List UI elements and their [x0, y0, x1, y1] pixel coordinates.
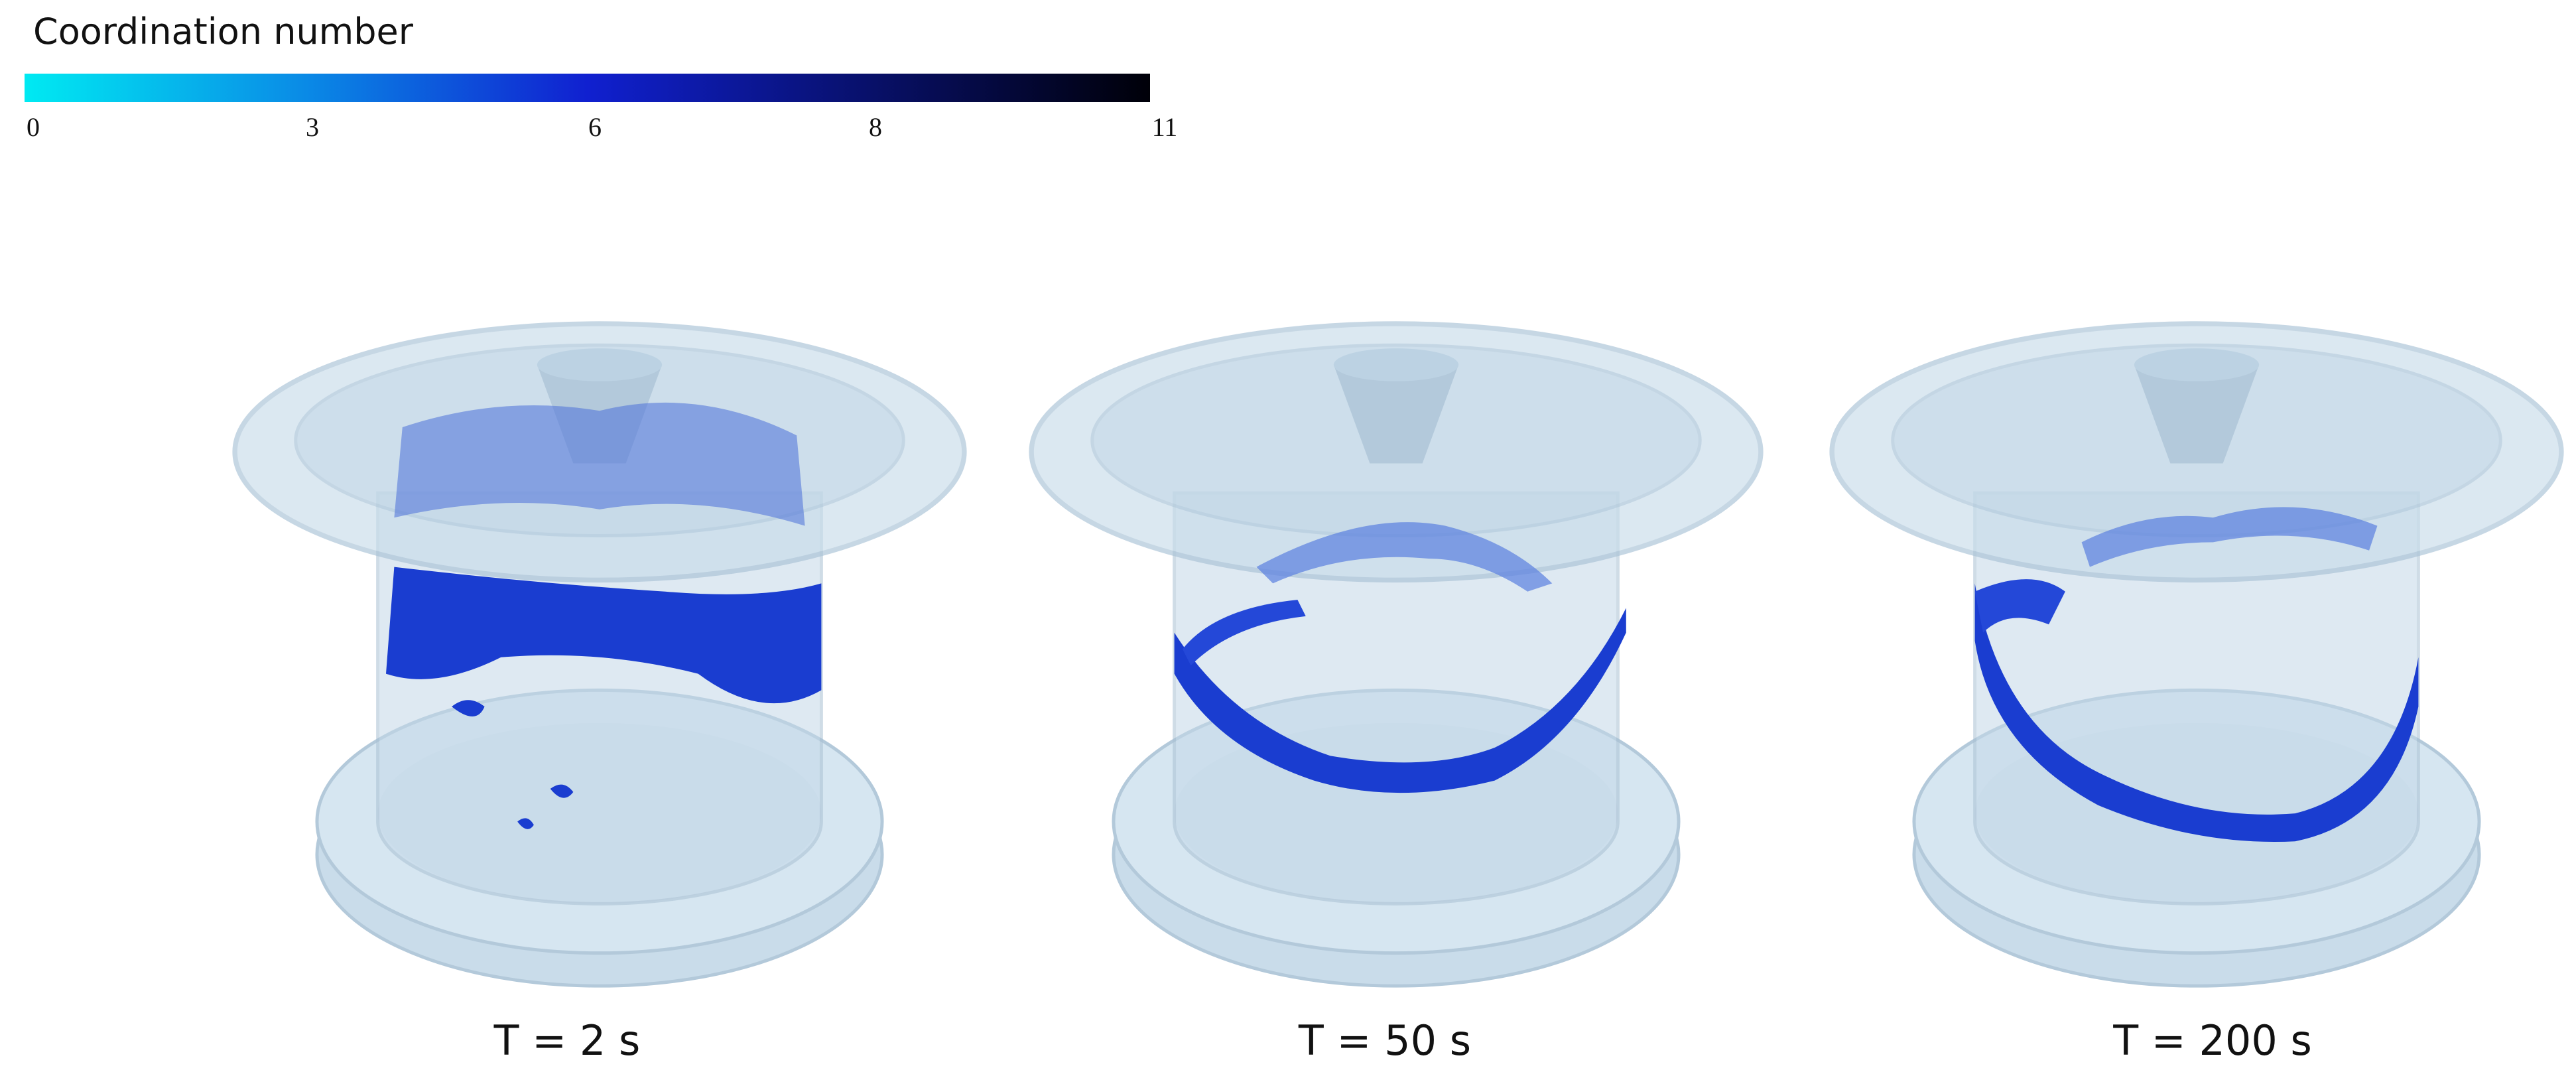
panel-label: T = 50 s	[1298, 1016, 1471, 1065]
colorbar-tick-label: 8	[869, 112, 882, 142]
colorbar-title: Coordination number	[33, 11, 414, 52]
colorbar-tick-label: 3	[306, 112, 319, 142]
simulation-render	[1031, 324, 1761, 986]
colorbar-tick-label: 11	[1152, 112, 1178, 142]
panel-label: T = 2 s	[493, 1016, 641, 1065]
panel-label: T = 200 s	[2112, 1016, 2312, 1065]
simulation-render	[235, 324, 964, 986]
colorbar-tick-label: 0	[27, 112, 40, 142]
colorbar	[25, 74, 1150, 102]
colorbar-tick-label: 6	[588, 112, 602, 142]
simulation-render	[1832, 324, 2561, 986]
